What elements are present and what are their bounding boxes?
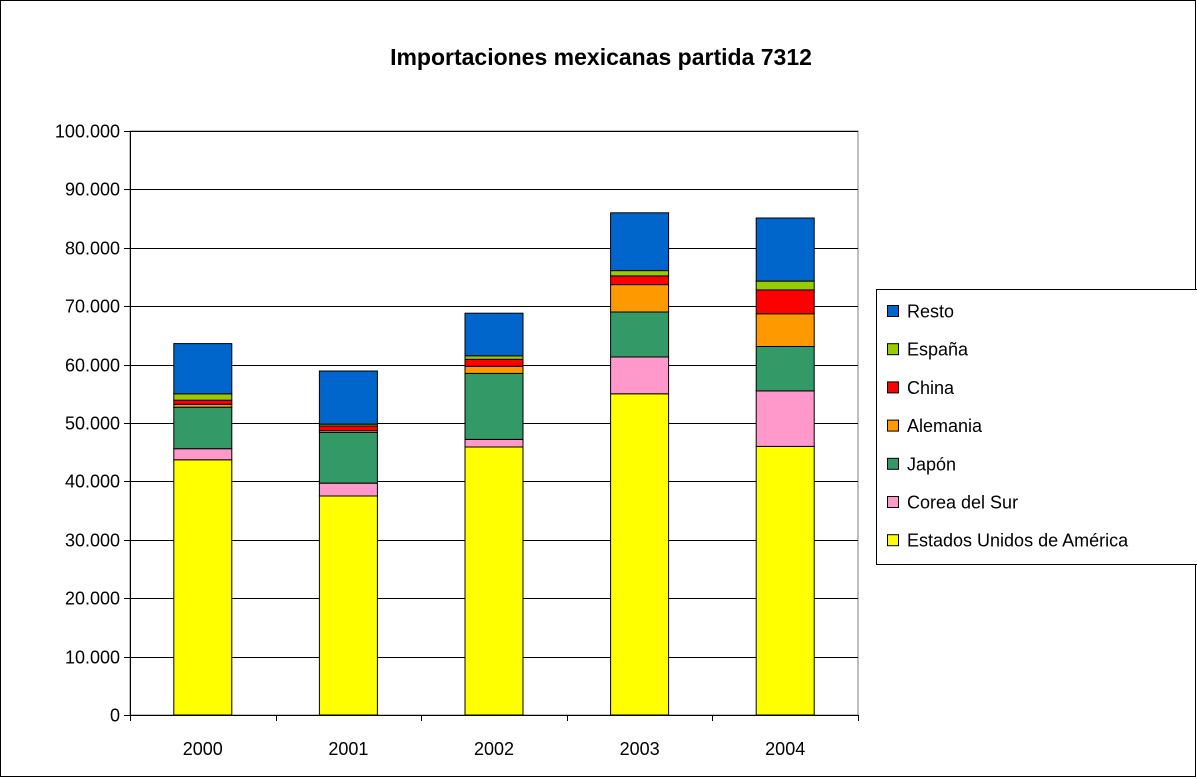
y-tick-label: 100.000 [55,122,120,142]
bar-segment-2001-6 [319,371,377,424]
legend-label: China [907,378,955,398]
x-tick-label: 2004 [765,739,805,759]
bar-segment-2003-4 [611,276,669,285]
bar-segment-2002-2 [465,373,523,439]
legend-label: Corea del Sur [907,493,1018,513]
bar-segment-2003-6 [611,213,669,271]
y-tick-label: 80.000 [65,239,120,259]
legend-swatch [888,420,899,431]
bar-segment-2004-4 [756,290,814,314]
bar-segment-2002-0 [465,447,523,715]
y-tick-label: 10.000 [65,648,120,668]
y-tick-label: 60.000 [65,356,120,376]
bar-segment-2004-2 [756,347,814,391]
legend-swatch [888,382,899,393]
x-tick-label: 2002 [474,739,514,759]
bar-segment-2002-6 [465,313,523,356]
y-tick-label: 20.000 [65,589,120,609]
y-tick-label: 30.000 [65,531,120,551]
bar-segment-2001-2 [319,432,377,483]
y-tick-label: 0 [110,706,120,726]
y-tick-label: 40.000 [65,472,120,492]
bar-segment-2003-3 [611,285,669,312]
x-tick-label: 2000 [183,739,223,759]
bar-segment-2003-0 [611,394,669,715]
legend-label: España [907,340,969,360]
bar-segment-2004-3 [756,314,814,347]
legend: Resto España China Alemania Japón Corea del S… [877,290,1197,565]
x-tick-label: 2003 [620,739,660,759]
legend-swatch [888,497,899,508]
bar-segment-2004-1 [756,391,814,447]
bar-segment-2004-0 [756,446,814,715]
y-axis-tick-labels: 0 10.000 20.000 30.000 40.000 50.000 60.000 70.… [55,122,120,726]
bar-segment-2000-0 [174,460,232,715]
legend-swatch [888,535,899,546]
chart-title: Importaciones mexicanas partida 7312 [390,44,812,70]
y-tick-label: 50.000 [65,414,120,434]
bar-segment-2002-1 [465,439,523,447]
bar-segment-2001-0 [319,496,377,715]
legend-label: Estados Unidos de América [907,531,1129,551]
bar-segment-2002-5 [465,356,523,360]
bar-segment-2004-5 [756,281,814,290]
legend-label: Resto [907,302,954,322]
bar-segment-2003-2 [611,312,669,357]
legend-label: Alemania [907,416,983,436]
bar-segment-2003-1 [611,357,669,394]
bar-segment-2001-1 [319,483,377,496]
x-axis-tick-labels: 2000 2001 2002 2003 2004 [183,739,805,759]
bar-segment-2002-3 [465,366,523,373]
legend-swatch [888,458,899,469]
bar-segment-2000-2 [174,407,232,449]
bar-segment-2000-5 [174,394,232,400]
x-tick-label: 2001 [328,739,368,759]
bar-segment-2000-1 [174,449,232,460]
bar-segment-2004-6 [756,218,814,281]
bar-segment-2000-6 [174,344,232,394]
bar-segment-2003-5 [611,271,669,276]
legend-swatch [888,306,899,317]
legend-label: Japón [907,454,956,474]
bar-segment-2002-4 [465,359,523,366]
bar-segment-2001-4 [319,426,377,431]
y-tick-label: 90.000 [65,180,120,200]
bar-segment-2000-4 [174,400,232,404]
y-tick-label: 70.000 [65,297,120,317]
legend-swatch [888,344,899,355]
